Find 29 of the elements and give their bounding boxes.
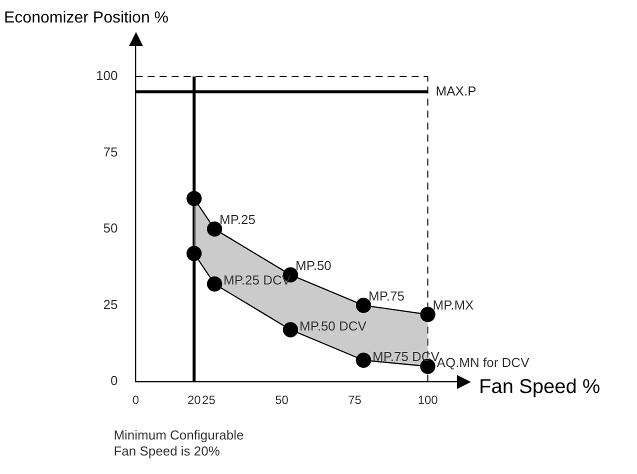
y-tick-label: 75 <box>103 144 118 160</box>
y-tick-label: 100 <box>96 68 118 84</box>
annotation: MP.25 DCV <box>224 272 291 288</box>
point <box>420 306 436 322</box>
point <box>356 298 372 313</box>
ref-line-label: MAX.P <box>436 83 476 98</box>
x-tick-label: 100 <box>418 393 438 408</box>
point <box>356 352 372 368</box>
annotation: MP.25 <box>220 212 256 228</box>
y-tick-label: 25 <box>103 296 118 312</box>
annotation: MP.50 DCV <box>300 318 367 334</box>
point <box>186 246 202 262</box>
annotation: MP.50 <box>296 258 332 273</box>
y-axis-title: Economizer Position % <box>4 9 169 26</box>
annotation: MP.MX <box>432 298 474 313</box>
x-tick-label: 25 <box>202 393 216 408</box>
point <box>206 276 222 292</box>
point <box>282 322 298 338</box>
text: Minimum Configurable Fan Speed is 20% <box>114 428 244 459</box>
annotation: MP.75 <box>368 288 404 304</box>
x-tick-label: 50 <box>275 393 289 408</box>
x-axis-title: Fan Speed % <box>479 376 600 398</box>
x-tick-label: 75 <box>348 393 362 408</box>
point <box>186 190 202 206</box>
y-tick-label: 50 <box>103 220 118 236</box>
point <box>206 221 222 237</box>
y-tick-label: 0 <box>110 373 118 388</box>
x-tick-label: 20 <box>187 393 202 408</box>
x-tick-label: 0 <box>132 393 140 408</box>
